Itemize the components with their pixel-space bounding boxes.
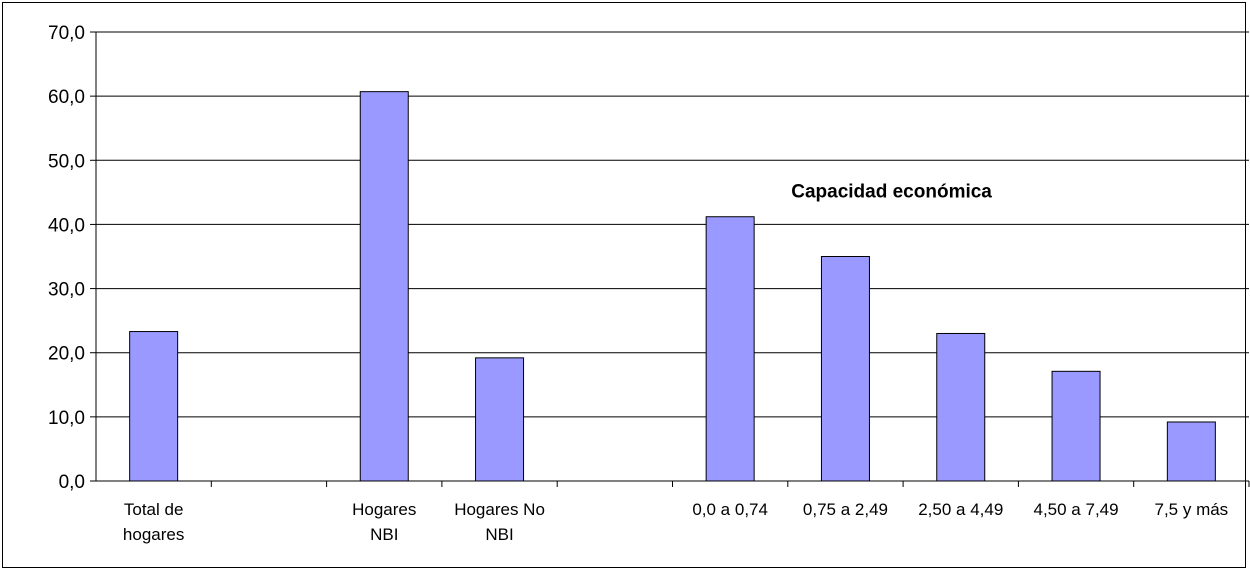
bar	[475, 357, 525, 482]
axes	[90, 31, 1250, 487]
gridlines	[96, 31, 1249, 418]
x-tick-label: NBI	[485, 525, 513, 544]
y-tick-label: 60,0	[48, 87, 85, 108]
x-tick-labels: Total de hogares Hogares NBI Hogares No NBI 0,…	[123, 500, 1228, 544]
bars	[129, 91, 1216, 482]
bar	[936, 332, 986, 482]
x-tick-label: 0,0 a 0,74	[692, 500, 768, 519]
x-tick-label: 2,50 a 4,49	[918, 500, 1003, 519]
x-tick-label: 0,75 a 2,49	[803, 500, 888, 519]
x-tick-label: 4,50 a 7,49	[1034, 500, 1119, 519]
bar	[1166, 421, 1216, 482]
y-tick-label: 50,0	[48, 151, 85, 172]
y-tick-label: 0,0	[59, 472, 85, 493]
x-tick-label: Total de	[124, 500, 184, 519]
bar	[705, 216, 755, 482]
y-tick-label: 20,0	[48, 344, 85, 365]
x-tick-label: 7,5 y más	[1154, 500, 1228, 519]
bar	[359, 91, 409, 482]
x-tick-label: NBI	[370, 525, 398, 544]
y-tick-labels: 0,0 10,0 20,0 30,0 40,0 50,0 60,0 70,0	[48, 23, 85, 493]
x-tick-label: Hogares No	[454, 500, 545, 519]
bar	[1051, 370, 1101, 482]
y-tick-label: 70,0	[48, 23, 85, 44]
bar	[129, 331, 179, 482]
x-tick-label: Hogares	[352, 500, 416, 519]
capacidad-economica-annotation: Capacidad económica	[791, 181, 992, 202]
y-tick-label: 40,0	[48, 215, 85, 236]
y-tick-label: 30,0	[48, 280, 85, 301]
x-tick-label: hogares	[123, 525, 184, 544]
bar	[820, 256, 870, 482]
y-tick-label: 10,0	[48, 408, 85, 429]
